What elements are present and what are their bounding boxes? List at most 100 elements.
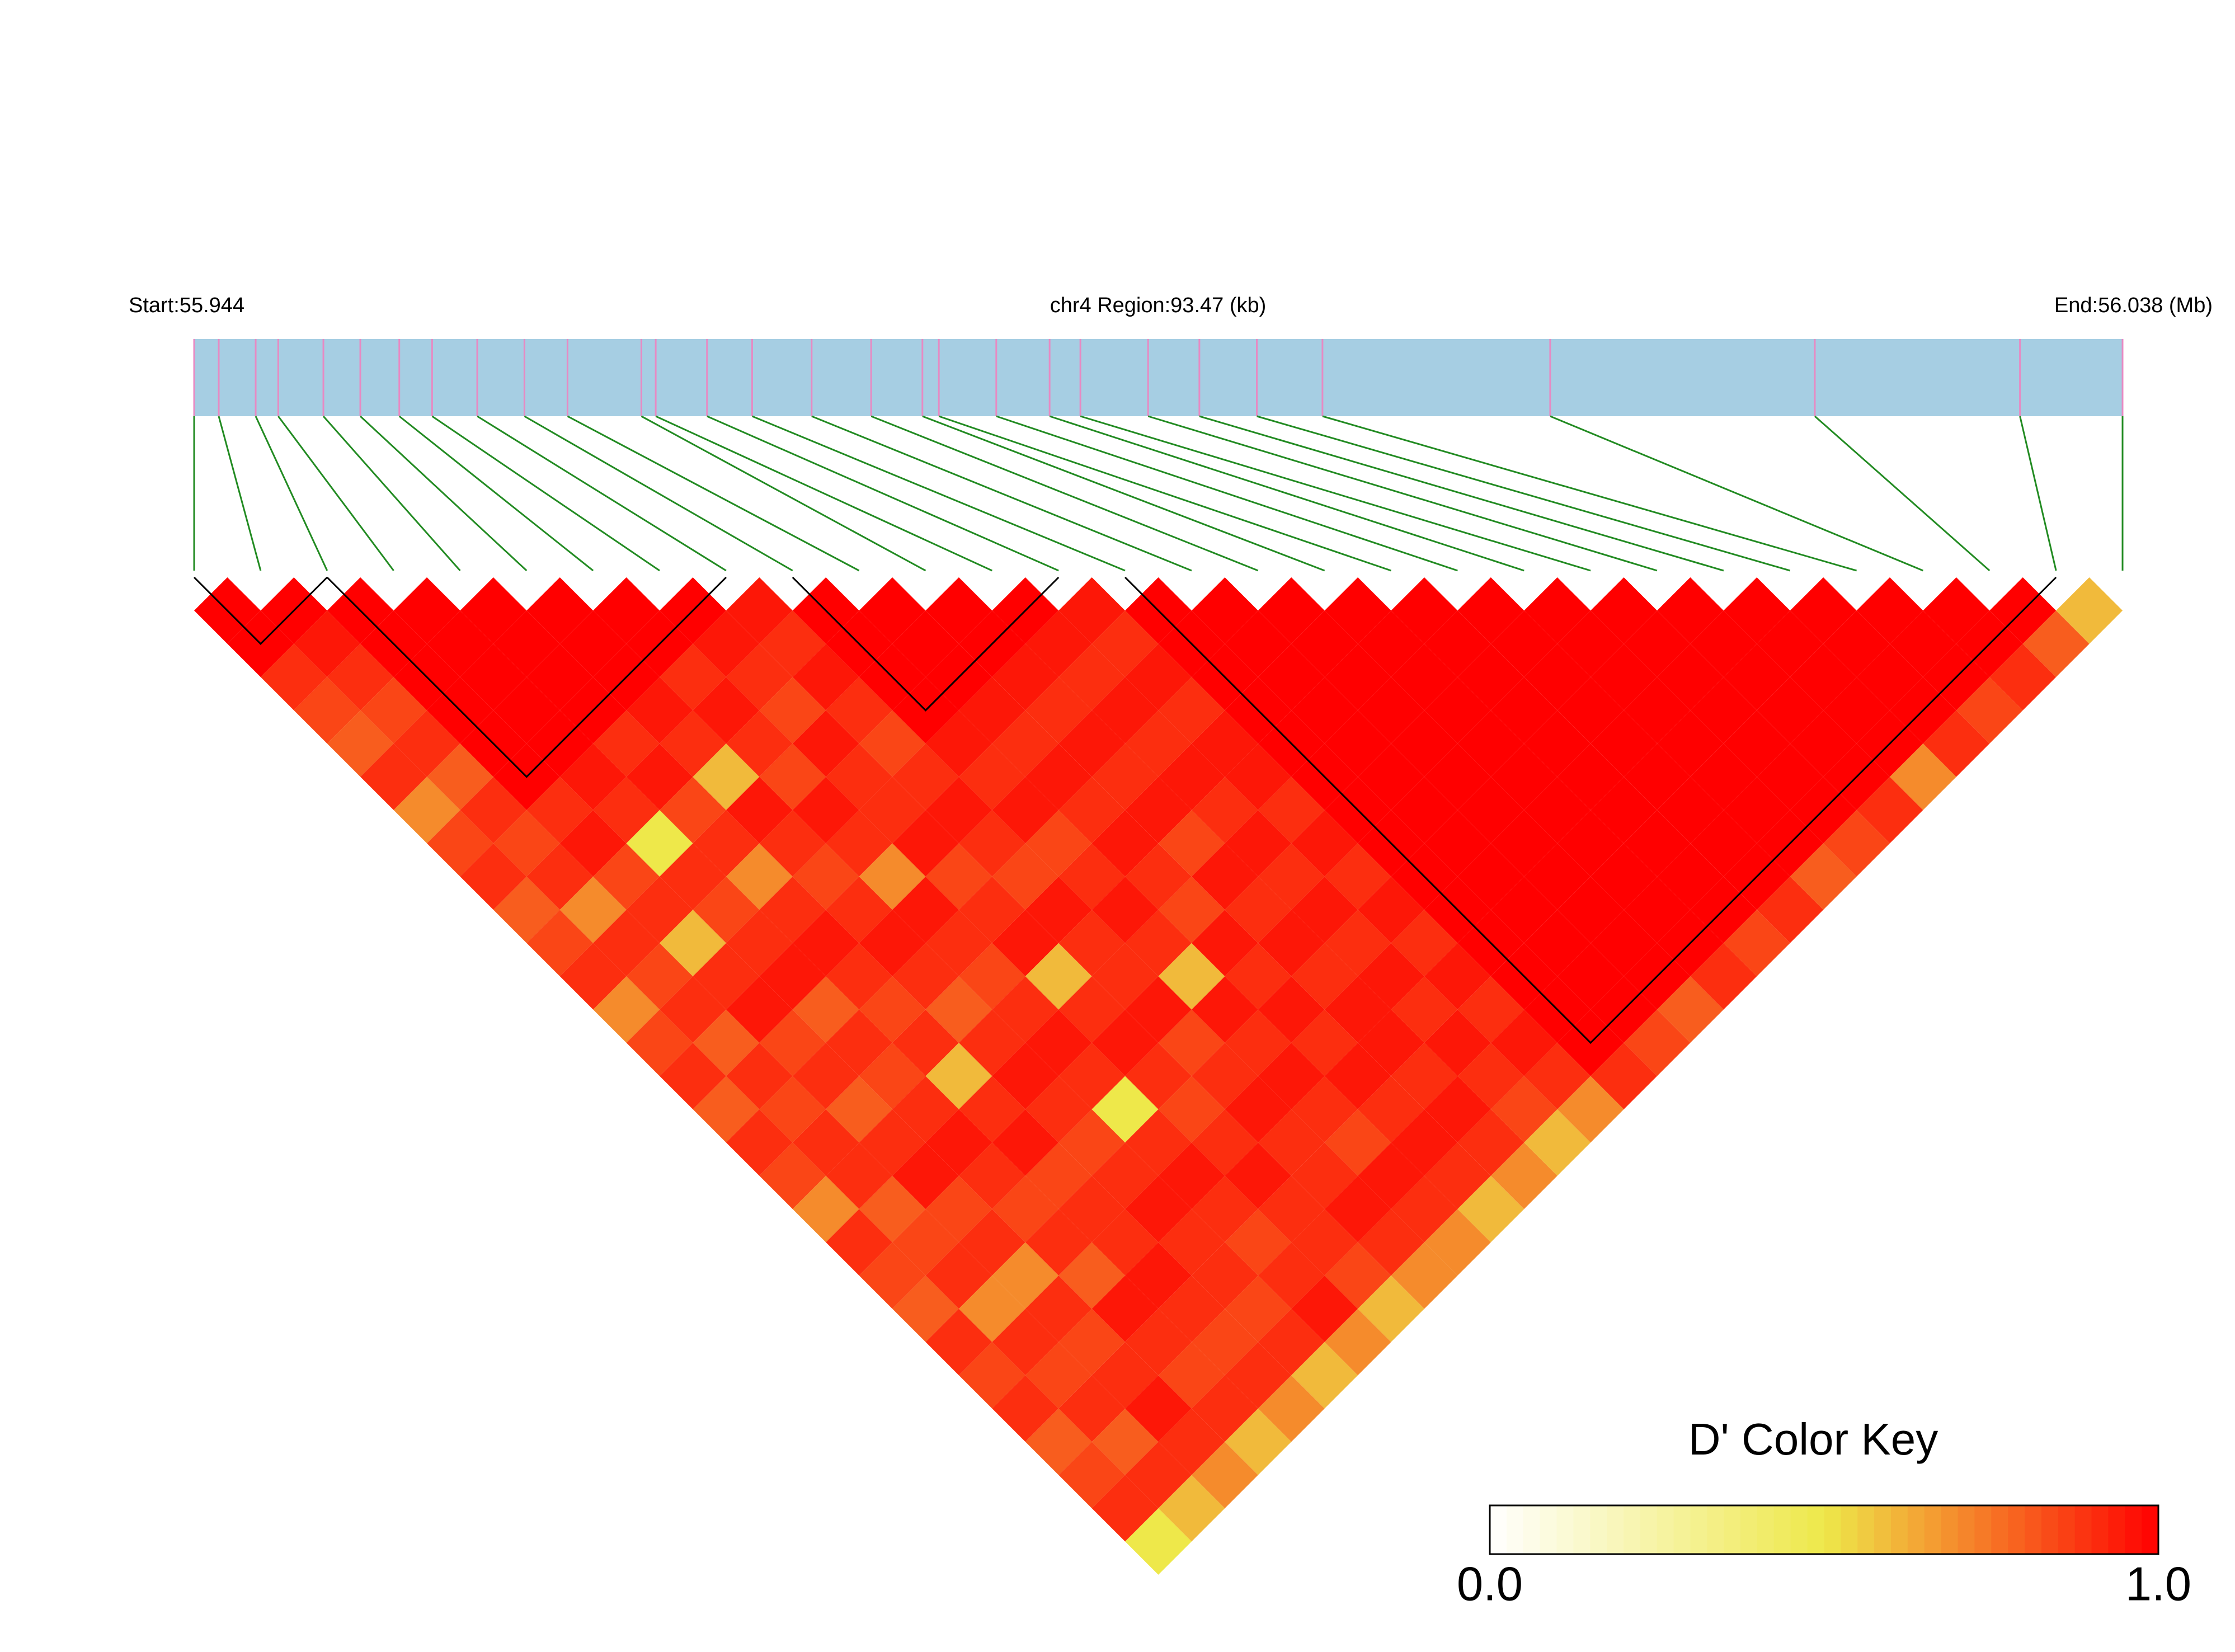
ld-cell bbox=[1158, 810, 1225, 877]
ld-block bbox=[193, 576, 328, 645]
snp-link bbox=[255, 416, 328, 571]
ld-cell bbox=[892, 1076, 959, 1143]
ld-cell bbox=[1490, 810, 1558, 877]
ld-cell bbox=[493, 610, 560, 677]
snp-link bbox=[996, 415, 1458, 572]
ld-cell bbox=[1690, 743, 1757, 811]
ld-cell bbox=[1258, 577, 1325, 644]
ld-cell bbox=[593, 776, 660, 844]
ld-block bbox=[326, 576, 727, 778]
ld-cell bbox=[1225, 1276, 1292, 1342]
key-segment bbox=[1974, 1505, 1992, 1554]
ld-cell bbox=[660, 1043, 726, 1109]
ld-cell bbox=[992, 1242, 1059, 1309]
ld-cell bbox=[1091, 1408, 1159, 1475]
ld-cell bbox=[925, 1242, 992, 1309]
ld-cell bbox=[1358, 1276, 1424, 1342]
ld-cell bbox=[1091, 1142, 1159, 1209]
ld-cell bbox=[1391, 1109, 1458, 1176]
ld-cell bbox=[892, 1209, 959, 1276]
key-segment bbox=[1724, 1505, 1741, 1554]
ld-cell bbox=[1790, 643, 1857, 710]
ld-cell bbox=[1125, 776, 1192, 844]
snp-link bbox=[322, 416, 461, 571]
ld-cell bbox=[1757, 677, 1824, 744]
snp-link bbox=[2019, 416, 2057, 571]
ld-cell bbox=[1291, 1009, 1358, 1076]
ld-cell bbox=[327, 710, 394, 777]
ld-cell bbox=[1790, 843, 1857, 910]
ld-cell bbox=[1291, 1142, 1358, 1209]
ld-cell bbox=[1923, 577, 1990, 644]
ld-cell bbox=[1258, 776, 1325, 844]
snp-link bbox=[707, 415, 1059, 572]
ld-cell bbox=[1591, 910, 1657, 977]
ld-cell bbox=[1657, 710, 1724, 777]
ld-cell bbox=[1091, 1009, 1159, 1076]
ld-cell bbox=[958, 1142, 1025, 1209]
ld-cell bbox=[460, 643, 527, 710]
ld-cell bbox=[992, 1309, 1059, 1376]
ld-cell bbox=[427, 610, 493, 677]
snp-link bbox=[431, 415, 660, 572]
ld-cell bbox=[1225, 1209, 1292, 1276]
ld-cell bbox=[1125, 976, 1192, 1043]
snp-link bbox=[1049, 415, 1524, 572]
ld-cell bbox=[1657, 976, 1724, 1043]
ld-cell bbox=[1158, 1009, 1225, 1076]
ld-cell bbox=[526, 843, 594, 910]
ld-cell bbox=[1524, 776, 1591, 844]
ld-cell bbox=[1324, 843, 1391, 910]
snp-link bbox=[922, 415, 1325, 572]
ld-cell bbox=[1823, 810, 1890, 877]
ld-cell bbox=[460, 577, 527, 644]
ld-cell bbox=[1690, 810, 1757, 877]
ld-cell bbox=[1657, 577, 1724, 644]
ld-cell bbox=[1025, 1142, 1092, 1209]
ld-cell bbox=[1225, 610, 1292, 677]
ld-cell bbox=[1490, 1142, 1558, 1209]
ld-cell bbox=[1557, 810, 1624, 877]
snp-link bbox=[398, 415, 594, 572]
ld-cell bbox=[1591, 710, 1657, 777]
key-segment bbox=[1707, 1505, 1724, 1554]
ld-cell bbox=[759, 1009, 826, 1076]
snp-link bbox=[218, 416, 262, 571]
ld-cell bbox=[1258, 643, 1325, 710]
ld-cell bbox=[1158, 943, 1225, 1010]
ld-cell bbox=[1258, 1109, 1325, 1176]
ld-cell bbox=[427, 743, 493, 811]
ld-cell bbox=[1158, 1342, 1225, 1409]
ld-cell bbox=[958, 1276, 1025, 1342]
ld-cell bbox=[1723, 910, 1790, 977]
ld-cell bbox=[1723, 577, 1790, 644]
ld-cell bbox=[1591, 776, 1657, 844]
key-segment bbox=[1556, 1505, 1574, 1554]
ld-cell bbox=[1424, 1009, 1491, 1076]
ld-cell bbox=[958, 1009, 1025, 1076]
snp-link bbox=[655, 415, 992, 572]
ld-cell bbox=[1358, 943, 1424, 1010]
ld-cell bbox=[2056, 577, 2123, 644]
key-segment bbox=[1891, 1505, 1908, 1554]
ld-cell bbox=[1225, 743, 1292, 811]
ld-cell bbox=[1391, 643, 1458, 710]
ld-cell bbox=[992, 1375, 1059, 1442]
ld-cell bbox=[1125, 643, 1192, 710]
region-title: chr4 Region:93.47 (kb) bbox=[1050, 294, 1267, 317]
ld-cell bbox=[1723, 710, 1790, 777]
ld-cell bbox=[1457, 577, 1524, 644]
ld-cell bbox=[1424, 677, 1491, 744]
key-segment bbox=[1941, 1505, 1959, 1554]
ld-cell bbox=[1524, 710, 1591, 777]
snp-link bbox=[567, 415, 860, 572]
key-segment bbox=[1924, 1505, 1942, 1554]
ld-cell bbox=[1324, 577, 1391, 644]
snp-link bbox=[751, 415, 1126, 572]
ld-cell bbox=[1557, 610, 1624, 677]
ld-cell bbox=[1158, 1475, 1225, 1542]
ld-cell bbox=[1225, 810, 1292, 877]
ld-cell bbox=[1889, 610, 1956, 677]
ld-cell bbox=[1424, 1209, 1491, 1276]
ld-cell bbox=[2022, 610, 2090, 677]
